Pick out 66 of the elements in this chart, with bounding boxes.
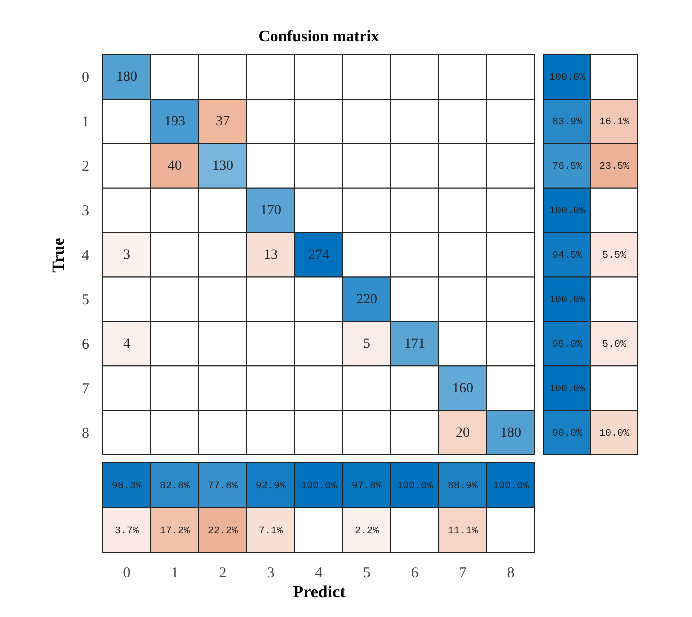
data-label: 100.0% xyxy=(300,482,338,492)
data-label: 100.0% xyxy=(492,482,530,492)
data-label: 100.0% xyxy=(549,384,586,396)
data-label: 7.1% xyxy=(258,526,284,538)
x-tick-label: 6 xyxy=(411,566,420,582)
x-tick-label: 2 xyxy=(219,566,227,582)
data-label: 274 xyxy=(308,248,330,263)
data-label: 171 xyxy=(404,336,426,352)
y-tick-label: 4 xyxy=(82,248,90,264)
data-label: 22.2% xyxy=(208,526,238,538)
data-label: 4 xyxy=(124,336,130,352)
x-tick-label: 5 xyxy=(363,566,371,582)
y-axis-title: True xyxy=(49,238,68,273)
y-tick-label: 2 xyxy=(82,159,90,176)
data-label: 193 xyxy=(164,114,186,130)
data-label: 100.0% xyxy=(549,295,586,306)
y-tick-label: 0 xyxy=(82,70,90,86)
x-tick-label: 8 xyxy=(507,566,515,582)
data-label: 88.9% xyxy=(448,482,478,492)
data-label: 13 xyxy=(264,248,278,263)
data-label: 17.2% xyxy=(160,526,190,538)
data-label: 77.8% xyxy=(208,482,238,492)
data-label: 23.5% xyxy=(599,162,630,174)
y-tick-label: 3 xyxy=(82,204,90,220)
x-tick-label: 3 xyxy=(267,566,275,582)
data-label: 2.2% xyxy=(354,526,380,538)
data-label: 92.9% xyxy=(256,482,286,492)
data-label: 180 xyxy=(116,70,138,86)
data-label: 100.0% xyxy=(549,73,586,84)
data-label: 10.0% xyxy=(599,428,630,440)
data-label: 220 xyxy=(356,292,378,308)
y-tick-label: 6 xyxy=(82,336,90,353)
data-label: 5.5% xyxy=(602,251,627,262)
data-label: 180 xyxy=(500,426,522,441)
data-label: 76.5% xyxy=(552,162,583,174)
data-label: 3.7% xyxy=(114,526,140,538)
x-axis-title: Predict xyxy=(293,582,346,602)
y-tick-label: 8 xyxy=(82,426,90,442)
data-label: 100.0% xyxy=(549,206,586,218)
x-tick-label: 0 xyxy=(123,566,131,582)
data-label: 100.0% xyxy=(396,482,434,492)
data-label: 3 xyxy=(124,248,130,263)
data-label: 20 xyxy=(456,426,470,441)
y-tick-label: 7 xyxy=(82,381,90,398)
x-tick-label: 7 xyxy=(459,566,468,582)
data-label: 160 xyxy=(452,381,474,396)
data-label: 37 xyxy=(216,114,230,130)
data-label: 170 xyxy=(260,204,282,219)
y-tick-label: 1 xyxy=(82,114,90,131)
data-label: 90.0% xyxy=(552,428,583,440)
data-label: 16.1% xyxy=(599,118,630,129)
data-label: 40 xyxy=(168,159,182,174)
y-tick-label: 5 xyxy=(82,292,90,308)
data-label: 96.3% xyxy=(112,482,142,492)
data-label: 130 xyxy=(212,159,234,174)
data-label: 82.8% xyxy=(160,482,190,492)
data-label: 97.8% xyxy=(352,482,382,492)
x-tick-label: 1 xyxy=(171,566,179,582)
x-tick-label: 4 xyxy=(315,566,324,582)
data-label: 11.1% xyxy=(448,526,478,538)
data-label: 5 xyxy=(364,336,370,352)
data-label: 95.0% xyxy=(552,340,583,351)
data-label: 94.5% xyxy=(552,251,583,262)
data-label: 5.0% xyxy=(602,340,627,351)
chart-title: Confusion matrix xyxy=(258,28,380,46)
data-label: 83.9% xyxy=(552,118,583,129)
